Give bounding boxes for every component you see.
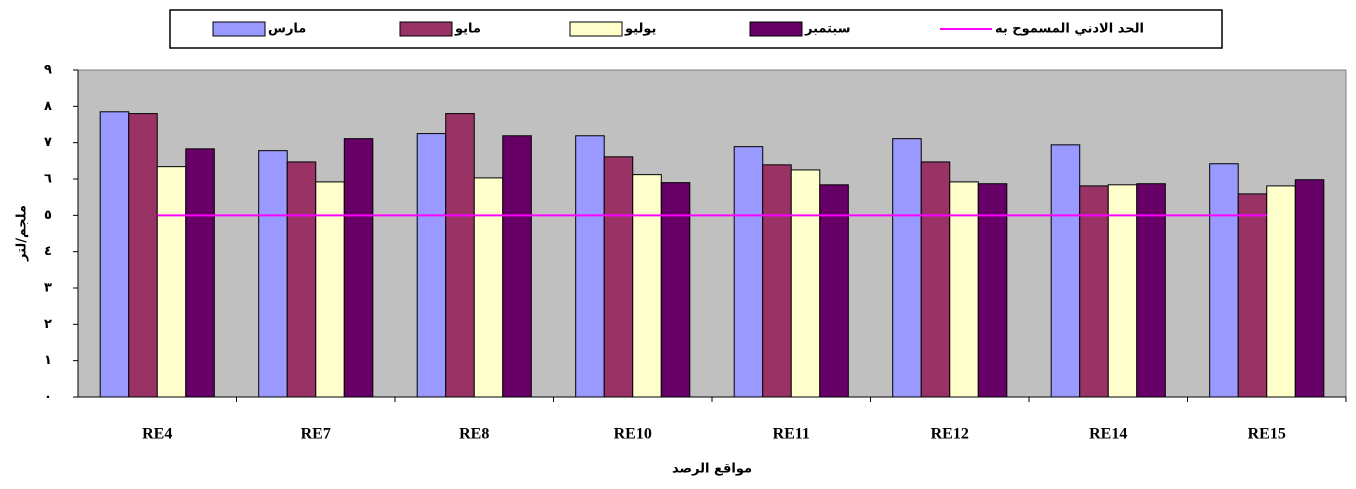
bar bbox=[819, 184, 849, 398]
y-tick-label: ٣ bbox=[44, 281, 52, 296]
bar bbox=[1050, 144, 1081, 398]
legend-label: مايو bbox=[454, 22, 481, 37]
bar bbox=[502, 135, 532, 398]
bar bbox=[185, 148, 215, 398]
bar bbox=[1079, 185, 1109, 398]
y-tick-label: ٧ bbox=[44, 135, 52, 150]
bar bbox=[99, 111, 130, 398]
y-tick-label: ٢ bbox=[44, 317, 52, 332]
legend-label: مارس bbox=[268, 22, 306, 37]
bar bbox=[128, 113, 158, 398]
bar bbox=[258, 150, 288, 398]
legend-label: الحد الادني المسموح به bbox=[995, 22, 1144, 37]
bar bbox=[790, 169, 821, 398]
legend-swatch bbox=[569, 21, 623, 37]
bar bbox=[920, 161, 951, 398]
y-tick-label: ٠ bbox=[44, 390, 52, 405]
bar bbox=[892, 138, 922, 398]
bar bbox=[762, 164, 792, 398]
y-tick-label: ٥ bbox=[44, 208, 52, 223]
bar bbox=[473, 177, 504, 398]
legend-box bbox=[169, 9, 1223, 49]
bar bbox=[603, 156, 634, 398]
x-tick-label: RE11 bbox=[773, 426, 810, 443]
legend-swatch bbox=[399, 21, 453, 37]
bar bbox=[632, 174, 662, 398]
bar bbox=[1136, 183, 1166, 398]
x-tick-label: RE12 bbox=[931, 426, 969, 443]
bar bbox=[156, 166, 187, 398]
bar bbox=[733, 146, 764, 398]
bar bbox=[416, 133, 447, 398]
y-tick-label: ٦ bbox=[44, 172, 52, 187]
bar bbox=[343, 138, 374, 398]
bar bbox=[660, 182, 691, 398]
bar bbox=[949, 181, 979, 398]
legend-swatch bbox=[749, 21, 803, 37]
x-tick-label: RE15 bbox=[1248, 426, 1286, 443]
x-tick-label: RE14 bbox=[1089, 426, 1127, 443]
y-tick-label: ٨ bbox=[44, 99, 52, 114]
bar bbox=[1209, 163, 1239, 398]
bar bbox=[1266, 185, 1296, 398]
legend-label: سبتمبر bbox=[804, 22, 851, 37]
x-tick-label: RE8 bbox=[459, 426, 489, 443]
bar bbox=[286, 161, 317, 398]
x-tick-label: RE7 bbox=[301, 426, 331, 443]
bar bbox=[1237, 193, 1268, 398]
y-tick-label: ٩ bbox=[44, 63, 52, 78]
legend-label: يوليو bbox=[624, 22, 656, 37]
y-tick-label: ٤ bbox=[44, 244, 52, 259]
bar bbox=[1107, 184, 1138, 398]
bar bbox=[315, 181, 345, 398]
bar bbox=[575, 135, 605, 398]
x-tick-label: RE4 bbox=[142, 426, 172, 443]
legend-swatch bbox=[212, 21, 266, 37]
x-axis-label: مواقع الرصد bbox=[672, 462, 752, 477]
bar bbox=[445, 113, 475, 398]
bar bbox=[977, 183, 1008, 398]
y-axis-label: ملجم/لتر bbox=[15, 205, 30, 262]
bar bbox=[1294, 179, 1325, 398]
x-tick-label: RE10 bbox=[614, 426, 652, 443]
y-tick-label: ١ bbox=[44, 353, 52, 368]
